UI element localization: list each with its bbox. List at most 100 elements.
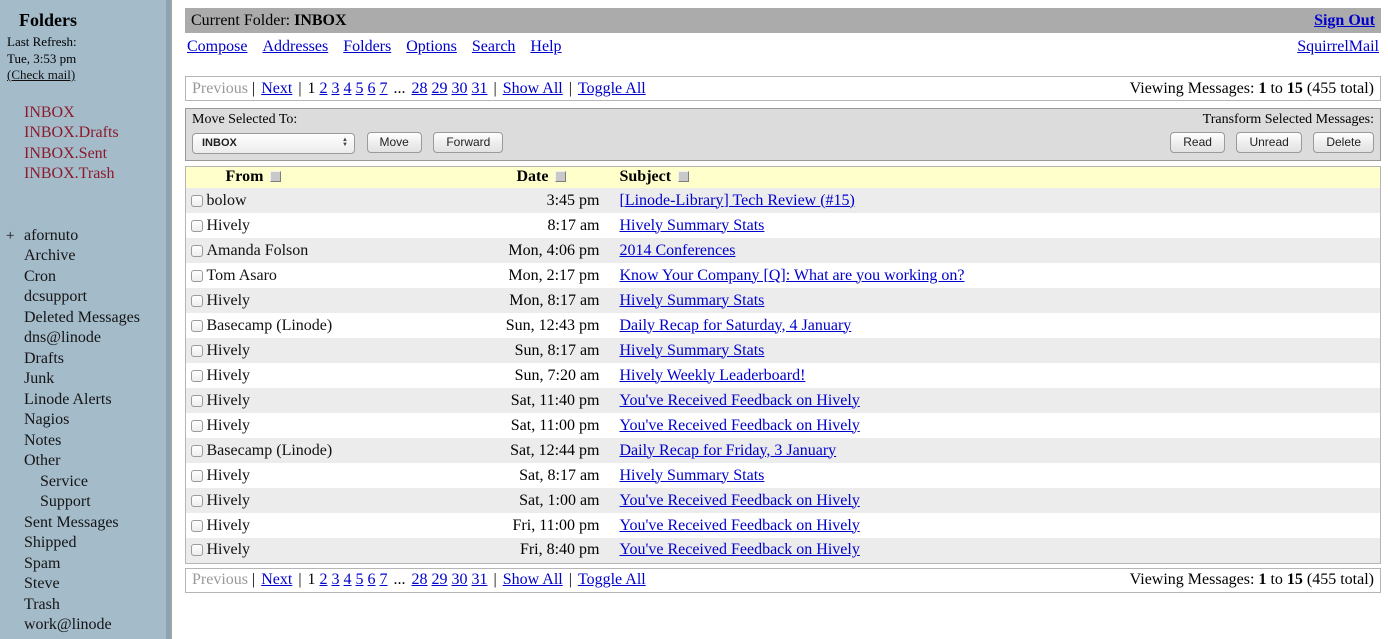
folder-link[interactable]: Shipped xyxy=(24,534,77,551)
page-link[interactable]: 31 xyxy=(471,79,488,97)
page-link[interactable]: 30 xyxy=(451,571,468,588)
row-checkbox[interactable] xyxy=(191,294,203,307)
sort-subject-icon[interactable] xyxy=(678,171,690,183)
folder-link[interactable]: Junk xyxy=(24,370,55,387)
message-subject-link[interactable]: You've Received Feedback on Hively xyxy=(619,541,860,559)
row-checkbox[interactable] xyxy=(191,444,203,457)
message-subject-link[interactable]: [Linode-Library] Tech Review (#15) xyxy=(619,191,855,209)
page-link[interactable]: 29 xyxy=(431,571,448,588)
page-link[interactable]: 6 xyxy=(367,79,376,97)
folder-link[interactable]: Notes xyxy=(24,431,62,449)
folder-link[interactable]: Service xyxy=(40,472,88,490)
nav-link-compose[interactable]: Compose xyxy=(187,38,248,55)
row-checkbox[interactable] xyxy=(191,344,203,357)
message-subject-link[interactable]: 2014 Conferences xyxy=(619,241,736,259)
folder-link[interactable]: Other xyxy=(24,452,61,469)
row-checkbox[interactable] xyxy=(191,219,203,232)
show-all-link[interactable]: Show All xyxy=(502,571,563,588)
page-link[interactable]: 2 xyxy=(319,571,328,588)
message-subject-link[interactable]: Hively Summary Stats xyxy=(619,466,765,484)
folder-link[interactable]: INBOX xyxy=(24,103,75,121)
folder-link[interactable]: Deleted Messages xyxy=(24,308,140,326)
page-link[interactable]: 7 xyxy=(379,571,388,588)
folder-link[interactable]: Trash xyxy=(24,595,60,613)
message-row: Hively Mon, 8:17 am Hively Summary Stats xyxy=(185,288,1381,313)
folder-link[interactable]: Support xyxy=(40,493,91,510)
row-checkbox[interactable] xyxy=(191,244,203,257)
toggle-all-link[interactable]: Toggle All xyxy=(577,79,646,97)
folder-link[interactable]: Spam xyxy=(24,554,61,572)
message-subject-link[interactable]: You've Received Feedback on Hively xyxy=(619,491,860,509)
folder-link[interactable]: Nagios xyxy=(24,411,70,428)
page-link[interactable]: 29 xyxy=(431,79,448,97)
folder-link[interactable]: Linode Alerts xyxy=(24,390,112,408)
message-subject-link[interactable]: Daily Recap for Friday, 3 January xyxy=(619,441,837,459)
folder-expand-icon[interactable]: + xyxy=(6,227,15,244)
folder-link[interactable]: Archive xyxy=(24,247,76,264)
page-link[interactable]: 4 xyxy=(343,79,352,97)
row-checkbox[interactable] xyxy=(191,194,203,207)
message-subject-link[interactable]: Know Your Company [Q]: What are you work… xyxy=(619,266,965,284)
nav-link-options[interactable]: Options xyxy=(406,38,457,55)
folder-link[interactable]: INBOX.Sent xyxy=(24,144,108,162)
page-link[interactable]: 30 xyxy=(451,79,468,97)
delete-button[interactable]: Delete xyxy=(1313,132,1374,154)
move-button[interactable]: Move xyxy=(366,132,422,153)
message-subject-link[interactable]: Hively Summary Stats xyxy=(619,341,765,359)
message-subject-link[interactable]: You've Received Feedback on Hively xyxy=(619,516,860,534)
page-link[interactable]: 2 xyxy=(319,79,328,97)
row-checkbox[interactable] xyxy=(191,519,203,532)
page-link[interactable]: 3 xyxy=(331,79,340,97)
folder-link[interactable]: dns@linode xyxy=(24,329,101,346)
page-link[interactable]: 6 xyxy=(367,571,376,588)
row-checkbox[interactable] xyxy=(191,469,203,482)
row-checkbox[interactable] xyxy=(191,394,203,407)
page-link[interactable]: 7 xyxy=(379,79,388,97)
folder-link[interactable]: INBOX.Trash xyxy=(24,165,115,182)
message-subject-link[interactable]: You've Received Feedback on Hively xyxy=(619,416,860,434)
check-mail-link[interactable]: (Check mail) xyxy=(7,67,76,82)
folder-link[interactable]: dcsupport xyxy=(24,288,88,305)
folder-link[interactable]: INBOX.Drafts xyxy=(24,124,119,141)
folder-link[interactable]: work@linode xyxy=(24,616,112,633)
unread-button[interactable]: Unread xyxy=(1236,132,1302,154)
message-subject-link[interactable]: Hively Summary Stats xyxy=(619,216,765,234)
sort-date-icon[interactable] xyxy=(555,171,567,183)
sign-out-link[interactable]: Sign Out xyxy=(1314,11,1375,29)
row-checkbox[interactable] xyxy=(191,544,203,557)
nav-link-help[interactable]: Help xyxy=(530,38,562,55)
folder-link[interactable]: Steve xyxy=(24,575,60,592)
row-checkbox[interactable] xyxy=(191,319,203,332)
next-link[interactable]: Next xyxy=(261,571,293,588)
page-link[interactable]: 28 xyxy=(411,571,428,588)
page-link[interactable]: 31 xyxy=(471,571,488,588)
row-checkbox[interactable] xyxy=(191,419,203,432)
nav-link-search[interactable]: Search xyxy=(471,38,516,55)
page-link[interactable]: 28 xyxy=(411,79,428,97)
read-button[interactable]: Read xyxy=(1170,132,1225,154)
page-link[interactable]: 5 xyxy=(355,571,364,588)
move-folder-select[interactable]: INBOX ▲ ▼ xyxy=(192,132,355,154)
page-link[interactable]: 4 xyxy=(343,571,352,588)
page-link[interactable]: 5 xyxy=(355,79,364,97)
next-link[interactable]: Next xyxy=(261,79,293,97)
row-checkbox[interactable] xyxy=(191,269,203,282)
folder-link[interactable]: Cron xyxy=(24,267,56,285)
message-subject-link[interactable]: Hively Summary Stats xyxy=(619,291,765,309)
message-subject-link[interactable]: Daily Recap for Saturday, 4 January xyxy=(619,316,852,334)
toggle-all-link[interactable]: Toggle All xyxy=(577,571,646,588)
show-all-link[interactable]: Show All xyxy=(502,79,563,97)
folder-link[interactable]: Sent Messages xyxy=(24,513,119,531)
nav-link-folders[interactable]: Folders xyxy=(343,38,392,55)
forward-button[interactable]: Forward xyxy=(433,132,504,153)
nav-link-addresses[interactable]: Addresses xyxy=(262,38,329,55)
message-subject-link[interactable]: You've Received Feedback on Hively xyxy=(619,391,860,409)
folder-link[interactable]: Drafts xyxy=(24,349,64,367)
row-checkbox[interactable] xyxy=(191,369,203,382)
squirrelmail-link[interactable]: SquirrelMail xyxy=(1297,38,1379,55)
folder-link[interactable]: afornuto xyxy=(24,226,79,244)
row-checkbox[interactable] xyxy=(191,494,203,507)
message-subject-link[interactable]: Hively Weekly Leaderboard! xyxy=(619,366,806,384)
page-link[interactable]: 3 xyxy=(331,571,340,588)
sort-from-icon[interactable] xyxy=(270,171,282,183)
